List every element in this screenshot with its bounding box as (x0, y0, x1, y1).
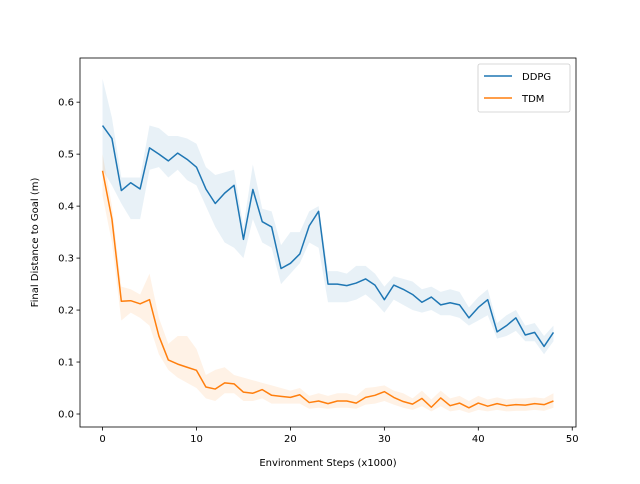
series-line-tdm (101, 170, 554, 409)
y-tick-label: 0.2 (58, 306, 74, 317)
y-tick-label: 0.4 (58, 202, 74, 213)
legend-label-tdm: TDM (521, 94, 544, 105)
y-tick-label: 0.3 (58, 254, 74, 265)
band-ddpg (102, 78, 554, 355)
x-axis-ticks: 0 10 20 30 40 50 (99, 427, 579, 445)
plot-frame (79, 57, 577, 428)
confidence-bands (102, 78, 554, 413)
x-tick-label: 0 (99, 434, 105, 445)
x-tick-label: 20 (284, 434, 297, 445)
series-line-ddpg (101, 125, 555, 348)
y-tick-label: 0.0 (58, 410, 74, 421)
series-lines (101, 125, 555, 409)
y-tick-label: 0.1 (58, 358, 74, 369)
y-tick-label: 0.6 (58, 98, 74, 109)
x-axis-label: Environment Steps (x1000) (259, 458, 396, 469)
x-tick-label: 40 (472, 434, 485, 445)
legend: DDPG TDM (477, 63, 571, 113)
x-tick-label: 50 (566, 434, 579, 445)
y-axis-ticks: 0.0 0.1 0.2 0.3 0.4 0.5 0.6 (58, 98, 80, 421)
x-tick-label: 30 (378, 434, 391, 445)
y-axis-label: Final Distance to Goal (m) (30, 177, 41, 307)
y-tick-label: 0.5 (58, 150, 74, 161)
x-tick-label: 10 (190, 434, 203, 445)
legend-label-ddpg: DDPG (522, 72, 551, 83)
